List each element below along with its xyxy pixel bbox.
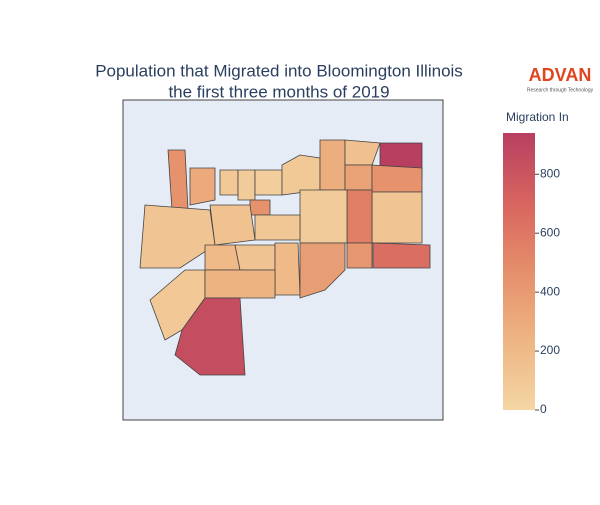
region	[174, 297, 246, 376]
colorbar	[503, 133, 535, 410]
region	[372, 242, 431, 269]
region	[204, 269, 276, 299]
logo: ADVAN	[529, 65, 592, 85]
region	[274, 242, 301, 296]
colorbar-tick-label: 800	[540, 166, 560, 180]
region	[219, 169, 239, 196]
region	[249, 199, 271, 216]
chart-title: Population that Migrated into Bloomingto…	[95, 61, 463, 80]
region	[346, 189, 373, 244]
region	[204, 244, 241, 271]
region	[319, 139, 346, 191]
map	[139, 139, 431, 376]
colorbar-title: Migration In	[506, 110, 569, 124]
colorbar-tick-label: 400	[540, 284, 560, 298]
region	[371, 164, 423, 193]
region	[139, 204, 216, 269]
colorbar-tick-label: 200	[540, 343, 560, 357]
colorbar-tick-label: 0	[540, 402, 547, 416]
region	[167, 149, 189, 211]
region	[254, 214, 301, 241]
region	[371, 191, 423, 244]
region	[189, 167, 216, 206]
region	[234, 244, 276, 271]
region	[299, 189, 348, 244]
region	[299, 242, 346, 299]
region	[237, 169, 256, 201]
logo-tagline: Research through Technology	[527, 87, 594, 93]
colorbar-tick-label: 600	[540, 225, 560, 239]
region	[344, 164, 373, 191]
region	[254, 169, 283, 196]
region	[346, 242, 373, 269]
region	[209, 204, 256, 246]
chart-title: the first three months of 2019	[168, 82, 389, 101]
